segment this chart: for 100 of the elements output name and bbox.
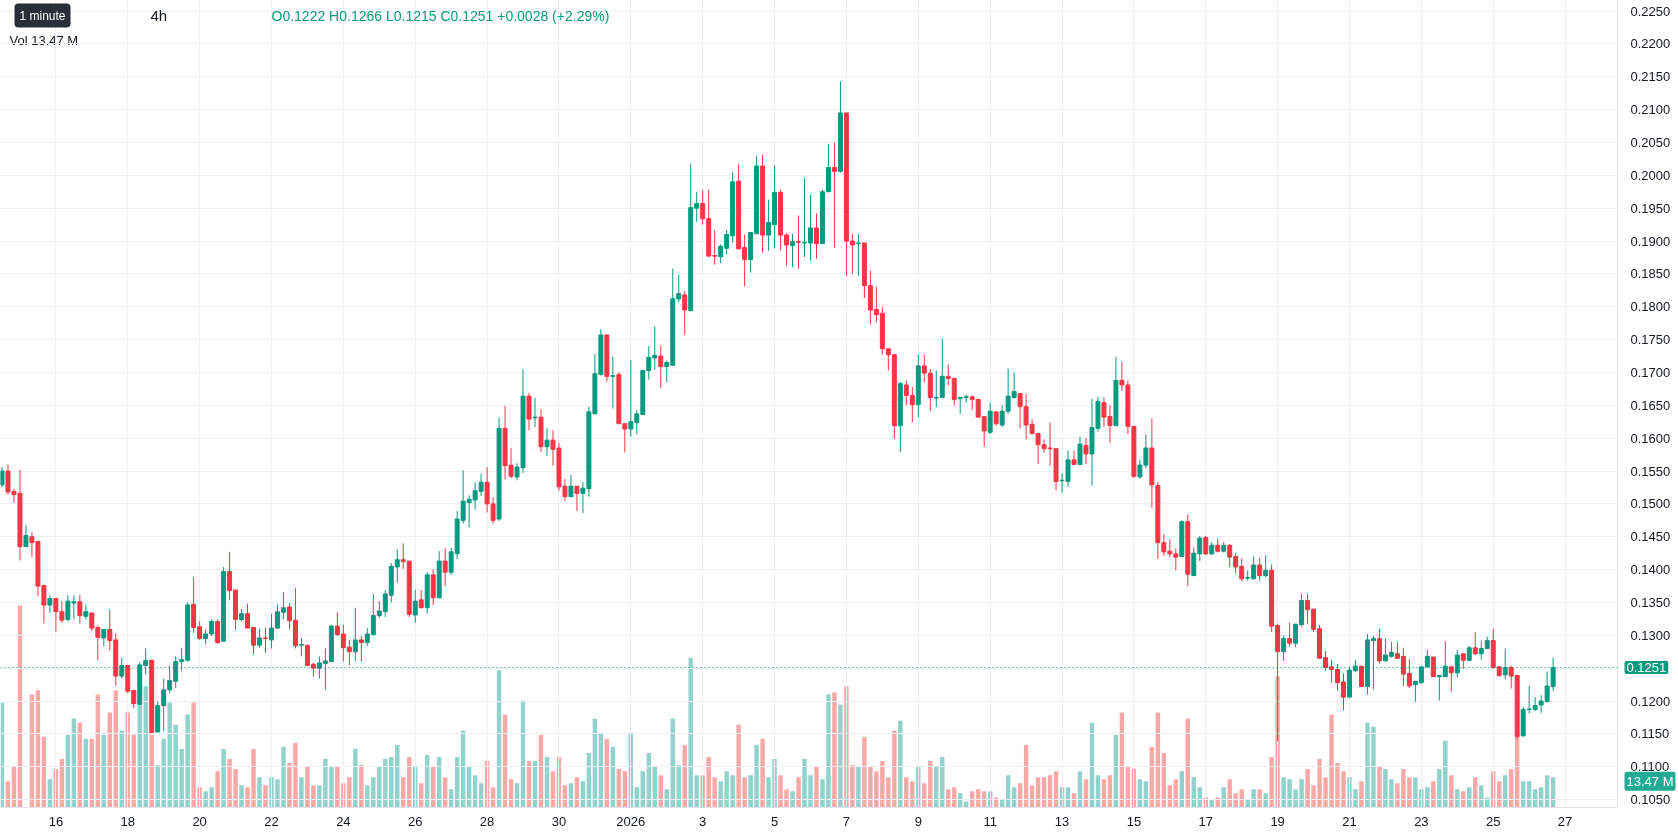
x-tick-label: 9 [914,813,922,829]
candlestick [352,607,358,662]
x-tick-label: 21 [1342,813,1357,829]
bar [257,777,262,808]
y-tick-label: 0.1300 [1630,627,1671,643]
x-tick-label: 20 [192,813,207,829]
y-tick-label: 0.1050 [1630,792,1671,808]
candlestick [442,547,448,587]
bar [760,738,765,808]
candlestick [77,594,83,624]
x-tick-label: 28 [479,813,495,829]
candlestick [855,233,861,277]
candlestick [1472,631,1478,656]
x-tick-label: 16 [48,813,64,829]
candlestick [526,392,532,431]
text: 13.47 M [1626,773,1674,789]
y-tick-label: 0.1800 [1630,299,1671,315]
x-tick-label: 5 [770,813,779,829]
bar [1449,775,1454,808]
x-tick-label: 25 [1486,813,1501,829]
bar [1431,781,1436,808]
candlestick [430,569,436,606]
candlestick [1376,628,1382,665]
bar [814,767,819,808]
x-tick-label: 27 [1557,813,1573,829]
annotation: O0.1222 H0.1266 L0.1215 C0.1251 +0.0028 (+2.29%) [271,7,610,24]
chart-title: 4h [150,7,168,24]
candlestick [532,397,538,428]
candlestick [790,233,796,268]
candlestick [814,212,819,260]
x-tick-label: 3 [699,813,707,829]
y-tick-label: 0.1400 [1630,562,1671,578]
bar [263,785,268,808]
y-tick-label: 0.2200 [1630,36,1671,52]
candlestick [568,474,574,498]
bar [221,748,226,808]
y-tick-label: 0.2150 [1630,69,1671,85]
candlestick [1448,665,1454,693]
bar [796,777,801,808]
candlestick [1281,634,1287,662]
y-tick-label: 0.1550 [1630,463,1671,479]
candlestick [47,594,53,614]
candlestick [263,626,268,654]
x-tick-label: 22 [264,813,279,829]
bar [353,748,358,808]
y-tick-label: 0.2050 [1630,134,1671,150]
y-tick-label: 0.1100 [1630,759,1670,775]
y-tick-label: 0.1750 [1630,332,1671,348]
y-tick-label: 0.2000 [1630,167,1671,183]
candlestick [1287,622,1293,647]
candlestick [1077,436,1083,465]
x-tick-label: 7 [842,813,851,829]
y-tick-label: 0.1900 [1630,233,1671,249]
y-tick-label: 0.1150 [1630,726,1670,742]
candlestick [412,589,418,624]
x-tick-label: 2026 [616,813,646,829]
bar [1377,767,1382,808]
x-tick-label: 18 [120,813,135,829]
candlestick [1173,548,1179,571]
bar [1359,781,1364,808]
x-tick-label: 15 [1126,813,1142,829]
bar [856,767,861,808]
y-tick-label: 0.1450 [1630,529,1671,545]
bar [1455,789,1460,808]
y-tick-label: 0.1700 [1630,364,1671,380]
bar [838,704,843,808]
y-tick-label: 0.2100 [1630,102,1671,118]
bar [790,791,795,808]
candlestick [1430,656,1436,678]
x-tick-label: 13 [1054,813,1070,829]
x-tick-label: 17 [1198,813,1213,829]
candlestick [610,356,616,410]
bar [1257,789,1262,808]
x-tick-label: 11 [983,813,997,829]
y-tick-label: 0.1600 [1630,430,1671,446]
bar [239,785,244,808]
x-tick-label: 23 [1414,813,1429,829]
ref-line-label: 0.1251 [1626,660,1667,676]
y-tick-label: 0.1950 [1630,200,1671,216]
y-tick-label: 0.1850 [1630,266,1671,282]
x-tick-label: 26 [408,813,423,829]
x-tick-label: 19 [1270,813,1285,829]
candlestick [298,637,304,657]
y-tick-label: 0.2250 [1630,3,1671,19]
annotation: 1 minute [19,8,66,23]
candlestick [1071,450,1077,465]
bar [299,777,304,808]
candlestick [574,485,580,512]
bar [832,692,837,808]
bar [1263,793,1268,808]
candlestick [1263,554,1269,578]
candlestick [23,524,29,548]
candlestick [831,141,837,249]
x-tick-label: 24 [336,813,351,829]
candlestick [1359,665,1364,688]
candlestick [0,466,5,488]
candlestick [544,427,550,457]
bar [359,765,364,808]
candlestick [658,345,664,389]
x-tick-label: 30 [551,813,567,829]
